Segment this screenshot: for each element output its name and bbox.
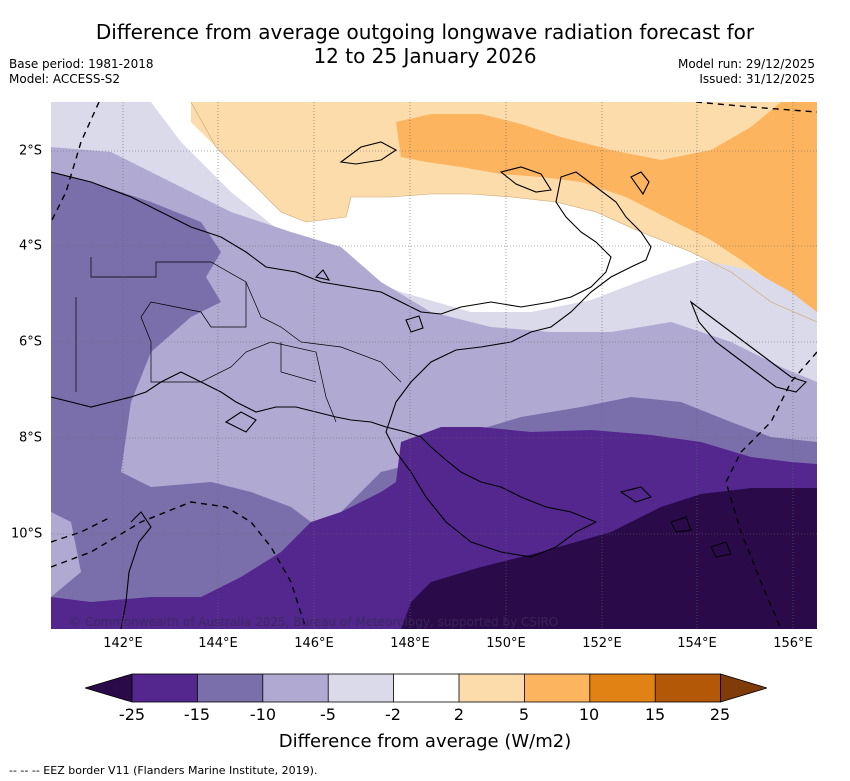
colorbar-title: Difference from average (W/m2) bbox=[278, 731, 572, 752]
colorbar-segment bbox=[655, 674, 721, 702]
lon-label: 142°E bbox=[103, 636, 143, 651]
coastlines bbox=[51, 141, 808, 629]
colorbar-segment bbox=[459, 674, 525, 702]
lat-label: 6°S bbox=[19, 334, 43, 350]
title-line-2: 12 to 25 January 2026 bbox=[313, 44, 537, 68]
copyright-text: © Commonwealth of Australia 2025, Bureau… bbox=[69, 615, 558, 629]
colorbar-segment bbox=[393, 674, 459, 702]
colorbar-segment bbox=[262, 674, 329, 702]
colorbar-tick: 25 bbox=[709, 705, 731, 724]
map-plot: © Commonwealth of Australia 2025, Bureau… bbox=[51, 102, 817, 629]
lon-label: 144°E bbox=[198, 636, 238, 651]
colorbar-tick: 2 bbox=[453, 705, 465, 724]
lon-label: 154°E bbox=[677, 636, 717, 651]
colorbar bbox=[85, 673, 767, 703]
colorbar-segment bbox=[132, 674, 198, 702]
lon-label: 156°E bbox=[773, 636, 813, 651]
colorbar-tick: 15 bbox=[644, 705, 666, 724]
provincial-borders bbox=[75, 257, 402, 423]
title-line-1: Difference from average outgoing longwav… bbox=[95, 20, 755, 44]
lat-label: 4°S bbox=[19, 238, 43, 254]
colorbar-tick: 5 bbox=[518, 705, 530, 724]
region-plus5-10 bbox=[396, 102, 817, 312]
colorbar-segment bbox=[524, 674, 590, 702]
colorbar-segment bbox=[197, 674, 263, 702]
colorbar-tick: -15 bbox=[183, 705, 211, 724]
lon-label: 148°E bbox=[390, 636, 430, 651]
colorbar-segment-lt-minus25 bbox=[85, 673, 133, 703]
colorbar-segment bbox=[328, 674, 394, 702]
eez-legend: -- -- -- EEZ border V11 (Flanders Marine… bbox=[9, 764, 318, 777]
contour-plus2 bbox=[190, 102, 817, 323]
eez-borders bbox=[51, 102, 817, 629]
lat-label: 2°S bbox=[19, 143, 43, 159]
colorbar-segment bbox=[589, 674, 656, 702]
region-lt-minus25 bbox=[401, 488, 817, 629]
colorbar-tick: -10 bbox=[249, 705, 277, 724]
model-info: Base period: 1981-2018 Model: ACCESS-S2 bbox=[9, 57, 154, 87]
base-period-text: Base period: 1981-2018 bbox=[9, 57, 154, 71]
colorbar-tick: -25 bbox=[118, 705, 146, 724]
colorbar-tick: 10 bbox=[578, 705, 600, 724]
model-run-text: Model run: 29/12/2025 bbox=[677, 57, 815, 71]
model-text: Model: ACCESS-S2 bbox=[9, 72, 121, 86]
lon-label: 146°E bbox=[294, 636, 334, 651]
run-info: Model run: 29/12/2025 Issued: 31/12/2025 bbox=[678, 57, 815, 87]
colorbar-tick: -5 bbox=[320, 705, 336, 724]
colorbar-segment-gt-25 bbox=[720, 673, 767, 703]
colorbar-tick: -2 bbox=[385, 705, 401, 724]
lon-label: 152°E bbox=[582, 636, 622, 651]
graticule bbox=[51, 102, 817, 629]
issued-text: Issued: 31/12/2025 bbox=[699, 72, 815, 86]
lat-label: 8°S bbox=[19, 430, 43, 446]
lat-label: 10°S bbox=[11, 526, 43, 542]
lon-label: 150°E bbox=[486, 636, 526, 651]
map-title: Difference from average outgoing longwav… bbox=[0, 20, 850, 68]
